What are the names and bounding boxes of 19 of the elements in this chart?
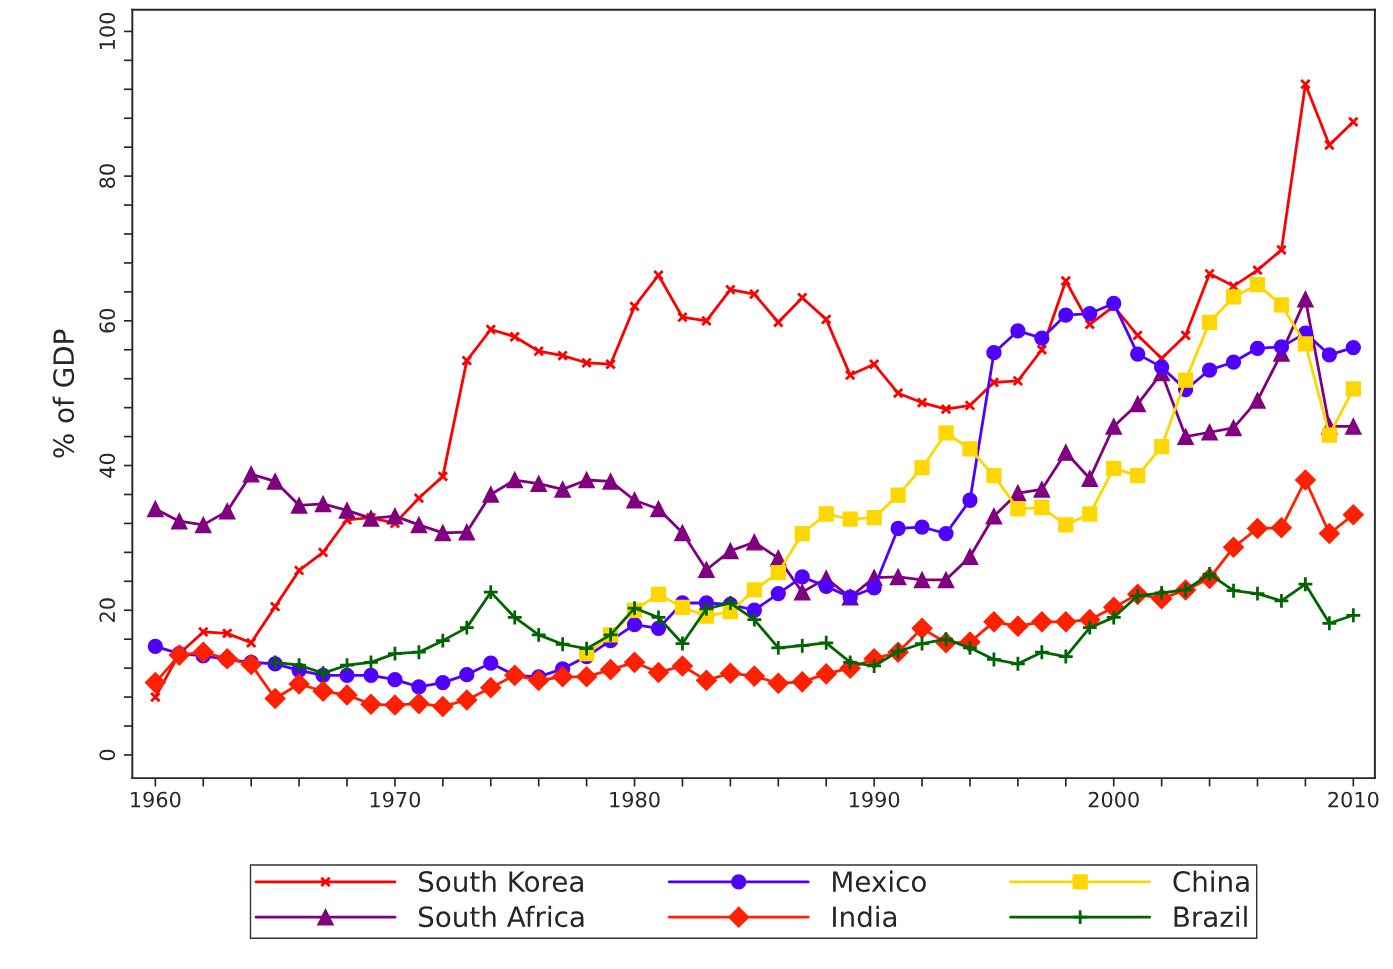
y-tick-label: 20: [99, 598, 116, 622]
x-tick-label: 1970: [370, 791, 421, 808]
y-tick-label: 40: [99, 453, 116, 478]
y-tick-label: 60: [99, 308, 116, 333]
legend-label: Mexico: [833, 870, 926, 893]
legend-label: South Korea: [419, 870, 583, 893]
x-tick-label: 2000: [1088, 791, 1139, 808]
y-tick-label: 0: [99, 749, 116, 761]
x-tick-label: 1990: [849, 791, 900, 808]
x-tick-label: 1980: [610, 791, 660, 808]
legend-label: South Africa: [419, 905, 584, 928]
x-tick-label: 2010: [1328, 791, 1379, 808]
y-axis-title: % of GDP: [52, 329, 75, 458]
y-tick-label: 80: [99, 164, 116, 188]
legend-label: Brazil: [1174, 905, 1247, 928]
y-tick-label: 100: [99, 12, 116, 49]
x-tick-label: 1960: [131, 791, 181, 808]
legend-label: India: [833, 905, 897, 928]
legend-label: China: [1173, 870, 1249, 893]
